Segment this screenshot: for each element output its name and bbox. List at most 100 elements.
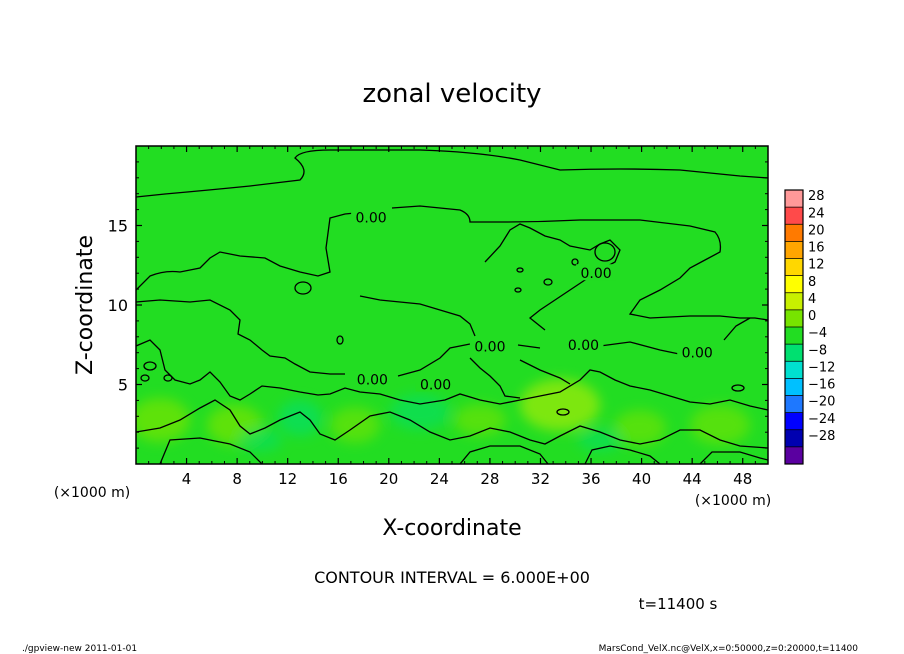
contour-label: 0.00	[568, 338, 599, 354]
colorbar-label: 16	[808, 241, 825, 256]
x-tick-label: 16	[329, 470, 348, 488]
colorbar-label: 24	[808, 206, 825, 221]
y-tick-label: 10	[108, 296, 128, 315]
contour-line	[484, 223, 621, 331]
contour-label: 0.00	[581, 266, 612, 282]
contour-loop	[731, 384, 745, 392]
colorbar-label: 20	[808, 223, 825, 238]
x-tick-label: 36	[581, 470, 600, 488]
contour-label: 0.00	[420, 378, 451, 394]
colorbar-label: −12	[808, 360, 835, 375]
contour-line	[469, 357, 521, 399]
colorbar-swatch	[785, 224, 803, 242]
contour-label-background	[677, 343, 718, 360]
contour-loop	[516, 267, 524, 273]
chart-title: zonal velocity	[362, 79, 541, 109]
footer-left-text: ./gpview-new 2011-01-01	[22, 644, 137, 654]
contour-line	[459, 445, 549, 464]
colorbar-label: 4	[808, 292, 816, 307]
contour-label: 0.00	[357, 373, 388, 389]
colorbar-label: −24	[808, 412, 835, 427]
contour-label-background	[352, 370, 393, 387]
colorbar-swatch	[785, 412, 803, 431]
x-tick-label: 28	[480, 470, 499, 488]
colorbar-label: −8	[808, 343, 827, 358]
x-tick-label: 24	[430, 470, 449, 488]
contour-loop	[556, 408, 570, 416]
contour-loop	[163, 374, 173, 382]
colorbar-label: −4	[808, 326, 827, 341]
x-tick-label: 40	[632, 470, 651, 488]
contour-line	[359, 295, 476, 337]
plot-area: 0.00 0.00 0.00 0.00 0.00 0.00 0.00	[136, 146, 768, 464]
colorbar-swatch	[785, 207, 803, 225]
colorbar-swatch	[785, 327, 803, 345]
y-tick-label: 5	[118, 376, 128, 395]
contour-label: 0.00	[474, 339, 505, 355]
field-variations	[136, 379, 750, 452]
colorbar-swatch	[785, 429, 803, 448]
contour-loop	[140, 374, 150, 382]
contour-line	[136, 205, 768, 321]
colorbar-swatch	[785, 446, 803, 465]
colorbar-label: −20	[808, 395, 835, 410]
contour-loop	[294, 281, 312, 295]
colorbar: 28 24 20 16 12 8 4 0 −4 −8 −12 −16 −20 −24 −28	[784, 189, 835, 465]
colorbar-swatch	[785, 190, 803, 208]
colorbar-label: 12	[808, 258, 825, 273]
y-axis-unit: (×1000 m)	[54, 485, 130, 501]
contour-labels: 0.00 0.00 0.00 0.00 0.00 0.00 0.00	[351, 208, 718, 394]
colorbar-label: 8	[808, 275, 816, 290]
contour-line	[519, 359, 571, 385]
contour-label-background	[351, 208, 392, 225]
contour-label: 0.00	[356, 211, 387, 227]
colorbar-swatch	[785, 344, 803, 362]
contour-loop	[336, 335, 344, 345]
colorbar-swatch	[785, 258, 803, 276]
contour-line	[136, 399, 768, 449]
contour-loop	[594, 242, 616, 262]
contour-interval-text: CONTOUR INTERVAL = 6.000E+00	[314, 568, 590, 587]
x-axis-ticks: 4 8 12 16 20 24 28 32 36 40 44 48	[148, 146, 756, 488]
y-axis-title: Z-coordinate	[73, 235, 98, 375]
colorbar-swatch	[785, 378, 803, 396]
contour-label-background	[469, 337, 510, 354]
x-tick-label: 4	[182, 470, 192, 488]
contour-line	[136, 149, 768, 198]
colorbar-label: −16	[808, 378, 835, 393]
colorbar-swatch	[785, 395, 803, 413]
x-tick-label: 12	[278, 470, 297, 488]
contour-label-background	[563, 335, 604, 352]
x-tick-label: 32	[531, 470, 550, 488]
x-tick-label: 48	[733, 470, 752, 488]
contour-lines	[136, 149, 768, 464]
x-tick-label: 44	[683, 470, 702, 488]
contour-label-background	[576, 264, 617, 281]
contour-loop	[143, 361, 157, 371]
time-text: t=11400 s	[639, 595, 718, 613]
y-axis-ticks: 5 10 15	[108, 161, 768, 449]
colorbar-swatch	[785, 361, 803, 379]
x-tick-label: 8	[232, 470, 242, 488]
x-axis-title: X-coordinate	[382, 516, 521, 541]
contour-line	[136, 299, 751, 377]
contour-line	[159, 437, 263, 464]
contour-loop	[514, 287, 522, 293]
colorbar-label: −28	[808, 429, 835, 444]
colorbar-swatch	[785, 275, 803, 294]
colorbar-swatch	[785, 292, 803, 311]
colorbar-swatch	[785, 241, 803, 259]
contour-label-background	[415, 375, 456, 392]
colorbar-swatch	[785, 309, 803, 328]
contour-line	[699, 451, 768, 464]
x-tick-label: 20	[379, 470, 398, 488]
y-tick-label: 15	[108, 217, 128, 236]
colorbar-label: 0	[808, 309, 816, 324]
contour-loop	[543, 278, 553, 286]
contour-loop	[571, 258, 579, 266]
contour-label: 0.00	[682, 346, 713, 362]
contour-line	[136, 339, 768, 411]
colorbar-label: 28	[808, 189, 825, 204]
footer-right-text: MarsCond_VelX.nc@VelX,x=0:50000,z=0:2000…	[599, 644, 859, 654]
